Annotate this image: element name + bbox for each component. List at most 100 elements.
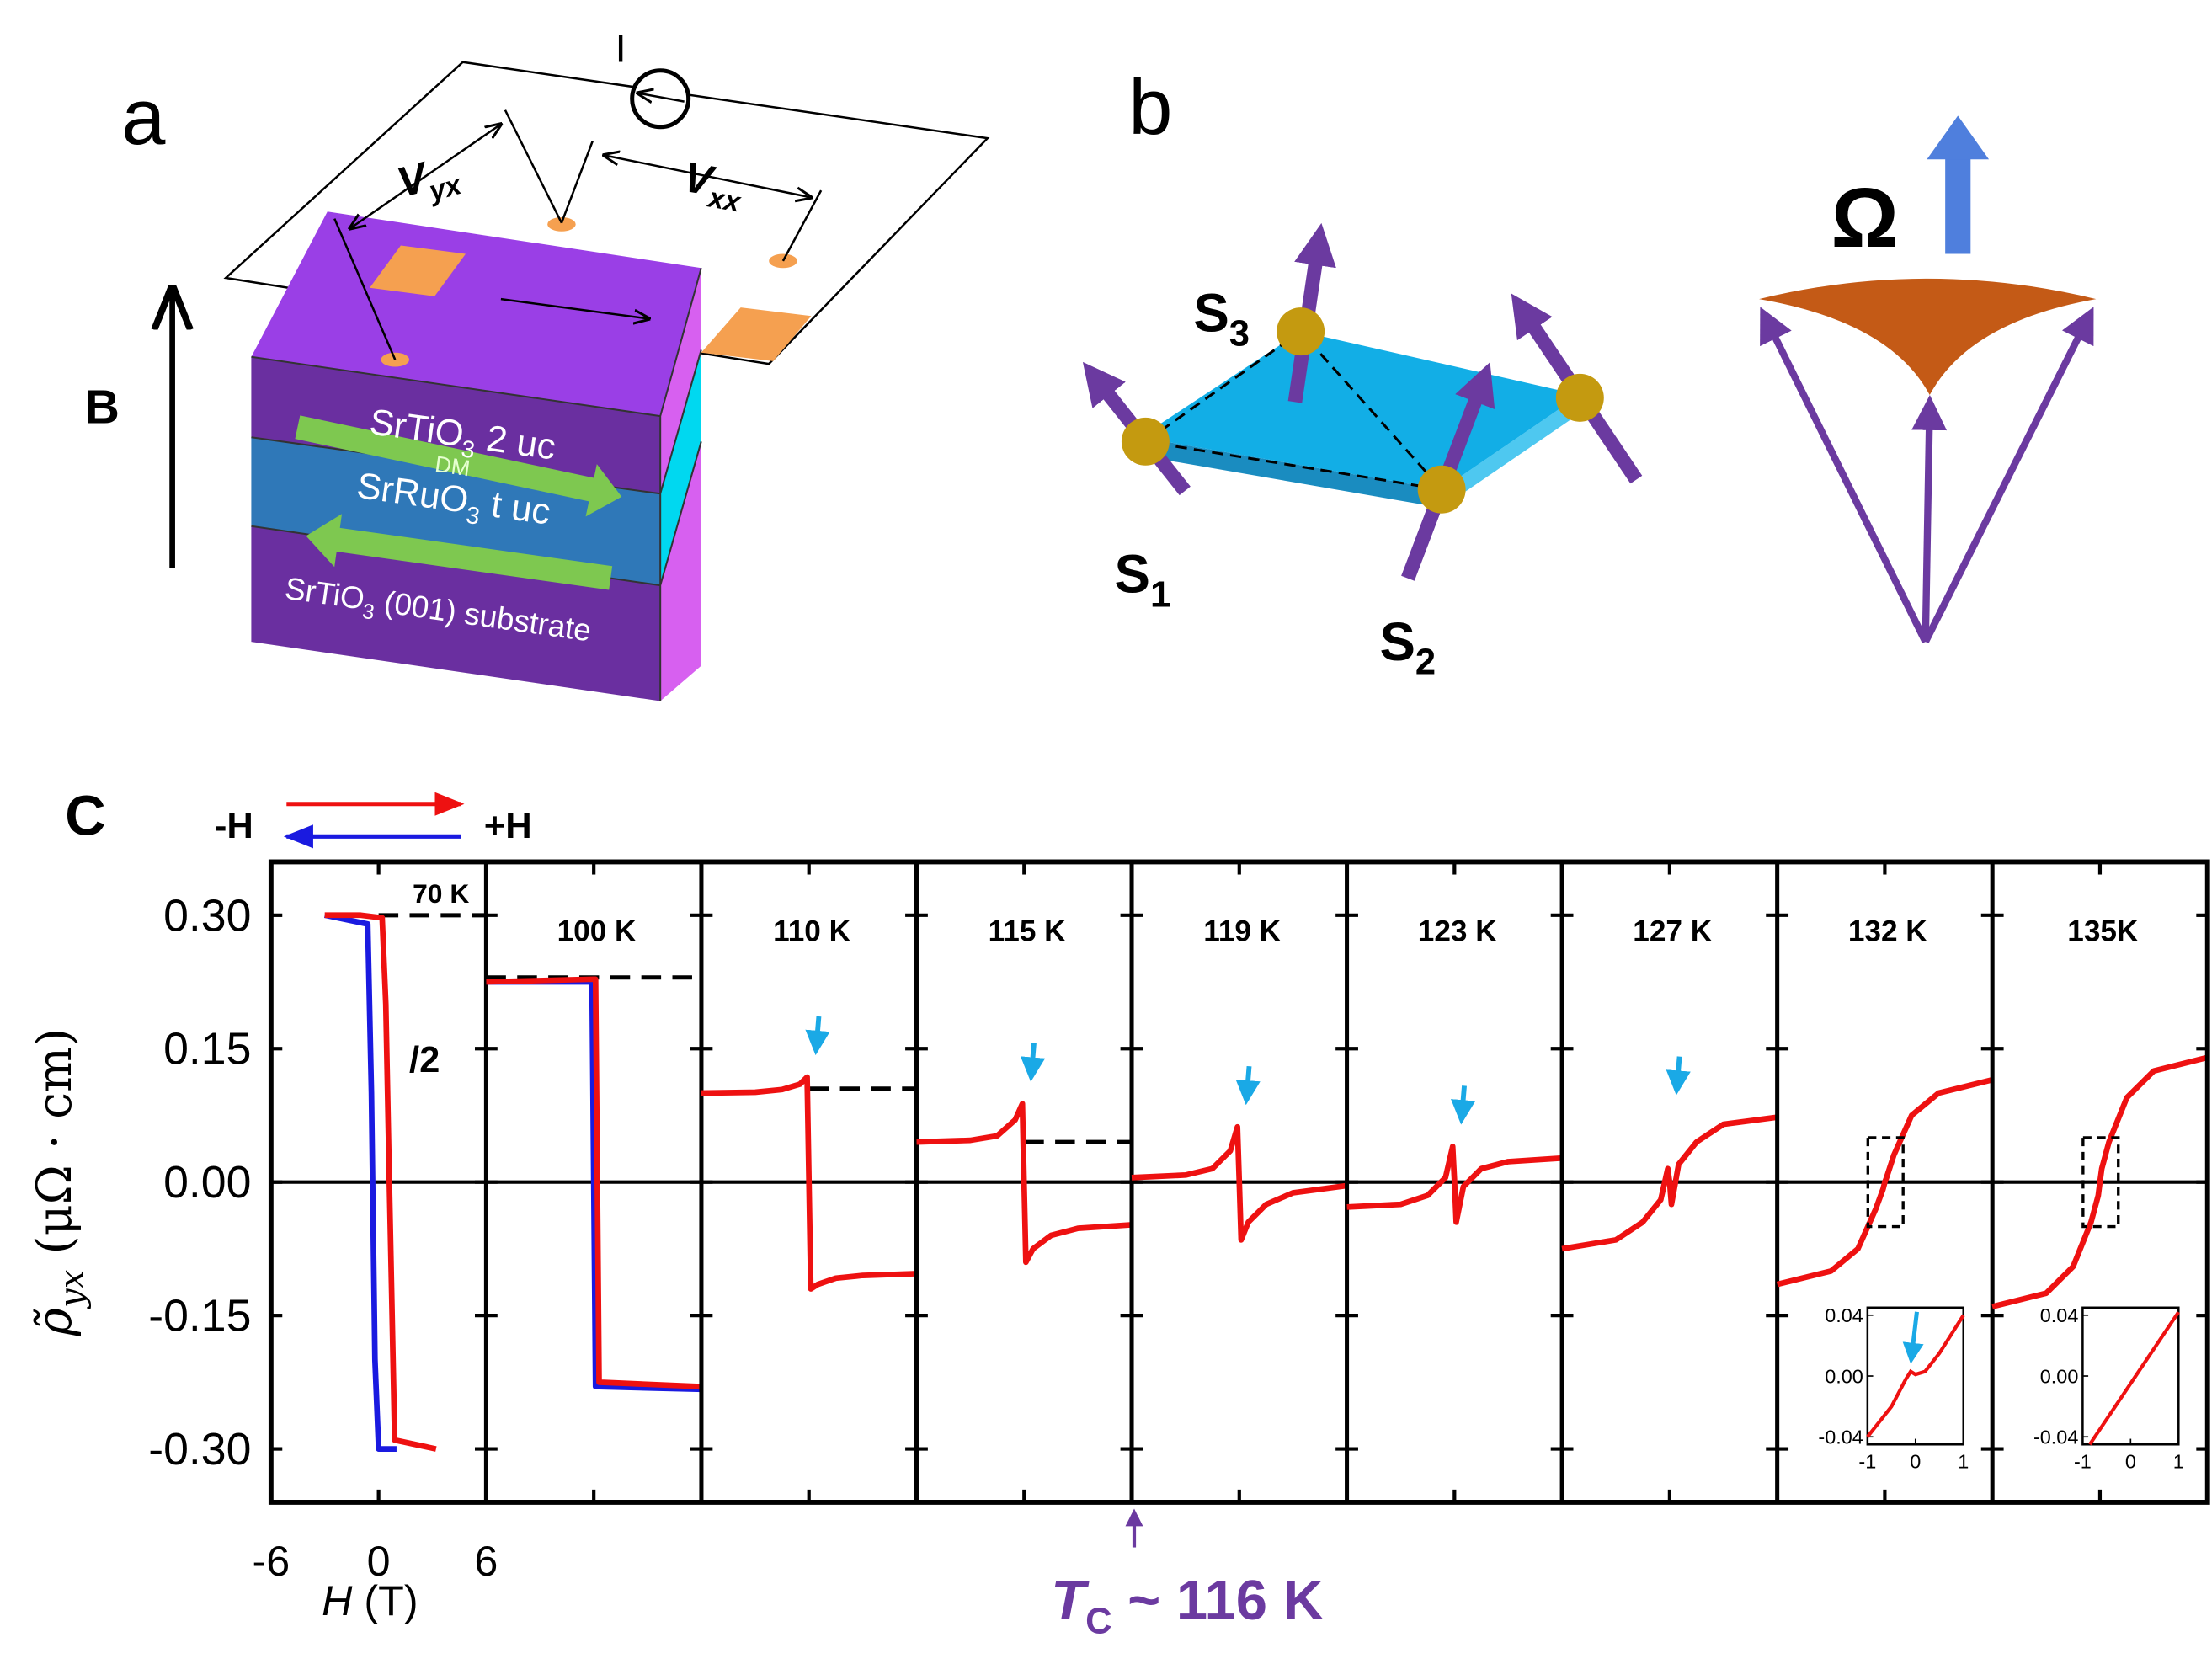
panel-label: C	[65, 785, 105, 848]
dm-arrow-right	[295, 415, 622, 517]
y-tick-label: -0.30	[148, 1424, 251, 1475]
curve	[1131, 1123, 1348, 1243]
inset-curve	[2088, 1310, 2180, 1446]
vxx-arrow	[604, 155, 811, 197]
panel-title: 119 K	[1203, 915, 1281, 947]
panel-title: 132 K	[1848, 915, 1927, 947]
inset-y-tick-label: -0.04	[1818, 1427, 1863, 1448]
inset-x-tick-label: -1	[1858, 1451, 1876, 1473]
curve	[1776, 1077, 1993, 1288]
inset-frame	[2081, 1306, 2180, 1446]
panel-title: 123 K	[1418, 915, 1497, 947]
inset-x-tick-label: 0	[2125, 1451, 2136, 1473]
inset-x-tick-label: 1	[1958, 1451, 1969, 1473]
layer-bottom-side	[660, 441, 701, 701]
spin-label: S3	[1193, 284, 1250, 355]
panel-title: 135K	[2067, 915, 2139, 947]
panel-title: 70 K	[413, 878, 469, 909]
feature-arrow	[1902, 1311, 1924, 1364]
field-label: B	[85, 381, 120, 435]
vector	[1911, 395, 1948, 643]
layer-middle-side	[660, 349, 701, 586]
contact-pad	[370, 245, 466, 296]
sub: xx	[705, 182, 744, 218]
inset-y-tick-label: 0.00	[1825, 1365, 1863, 1387]
site	[1555, 373, 1604, 422]
inset-x-tick-label: 1	[2173, 1451, 2184, 1473]
inset-y-tick-label: 0.04	[2040, 1304, 2079, 1326]
panel-title: 127 K	[1633, 915, 1712, 947]
spin-label: S1	[1115, 545, 1171, 616]
panel-title: 110 K	[773, 915, 850, 947]
inset-x-tick-label: -1	[2074, 1451, 2092, 1473]
slab-side	[1139, 437, 1442, 509]
curve	[916, 1101, 1133, 1266]
sub: 3	[460, 435, 477, 464]
box-edges	[251, 267, 702, 701]
feature-arrow	[1020, 1043, 1046, 1082]
inset-y-tick-label: -0.04	[2033, 1427, 2078, 1448]
triangle	[1142, 329, 1446, 492]
vector	[1760, 307, 1929, 644]
feature-arrow	[1666, 1056, 1691, 1096]
sub: 3	[361, 600, 376, 625]
symbol: T	[1051, 1569, 1090, 1632]
panel-a: a I Vyx Vxx B SrTiO3 2 uc DM SrRuO3 t uc…	[85, 27, 990, 701]
inset-y-tick-label: 0.00	[2040, 1365, 2079, 1387]
t: t uc	[478, 483, 552, 533]
sub: 3	[464, 502, 481, 531]
curve	[701, 1074, 917, 1292]
panel-label: b	[1128, 62, 1172, 151]
vxx-label: Vxx	[679, 153, 749, 219]
layer-middle-front	[251, 437, 661, 586]
feature-arrow	[1235, 1065, 1261, 1106]
panel-title: 100 K	[557, 915, 637, 947]
box-top	[251, 211, 701, 417]
sub: 1	[1150, 574, 1170, 615]
annotation: /2	[409, 1040, 440, 1080]
symbol: H	[322, 1577, 353, 1624]
feature-arrow	[1451, 1085, 1476, 1125]
contact-dot	[547, 216, 576, 232]
y-tick-label: 0.30	[163, 890, 251, 941]
sub: yx	[53, 1269, 92, 1309]
site	[1417, 465, 1466, 514]
inset-y-tick-label: 0.04	[1825, 1304, 1863, 1326]
slab-side	[1442, 395, 1580, 509]
solid-angle	[1759, 278, 2097, 396]
site	[1277, 307, 1325, 356]
sub: 2	[1415, 643, 1436, 683]
y-tick-label: 0.15	[163, 1024, 251, 1075]
y-tick-label: 0.00	[163, 1157, 251, 1208]
curve	[324, 912, 437, 1452]
unit: (T)	[352, 1577, 418, 1624]
tc-label: TC ~ 116 K	[1051, 1569, 1324, 1642]
current-arrow	[637, 93, 685, 102]
panel-label: a	[121, 72, 166, 161]
frame	[268, 859, 2210, 1505]
curve	[1991, 1054, 2209, 1309]
sub: 3	[1229, 313, 1250, 354]
panel-title: 115 K	[989, 915, 1066, 947]
inset-curve	[1866, 1314, 1965, 1438]
layer-bottom-front	[251, 525, 661, 701]
s: S	[1115, 545, 1150, 605]
layer-top-front	[251, 356, 661, 494]
curve	[324, 912, 397, 1452]
s: S	[1193, 284, 1229, 344]
curve	[486, 976, 702, 1389]
zoom-box	[2081, 1136, 2120, 1229]
current-label: I	[616, 27, 626, 71]
y-tick-label: -0.15	[148, 1291, 251, 1341]
curve	[1561, 1114, 1778, 1252]
y-axis-label: ρ̃yx (μΩ · cm)	[27, 1028, 92, 1337]
sub: C	[1085, 1602, 1111, 1642]
layer-top-side	[660, 268, 701, 494]
contact-pad	[701, 307, 812, 361]
spin-label: S2	[1379, 612, 1436, 683]
panel-b: b S3 S1 S2 Ω	[1082, 62, 2097, 683]
unit: (μΩ · cm)	[27, 1028, 83, 1270]
x-tick-label: -6	[253, 1538, 290, 1585]
